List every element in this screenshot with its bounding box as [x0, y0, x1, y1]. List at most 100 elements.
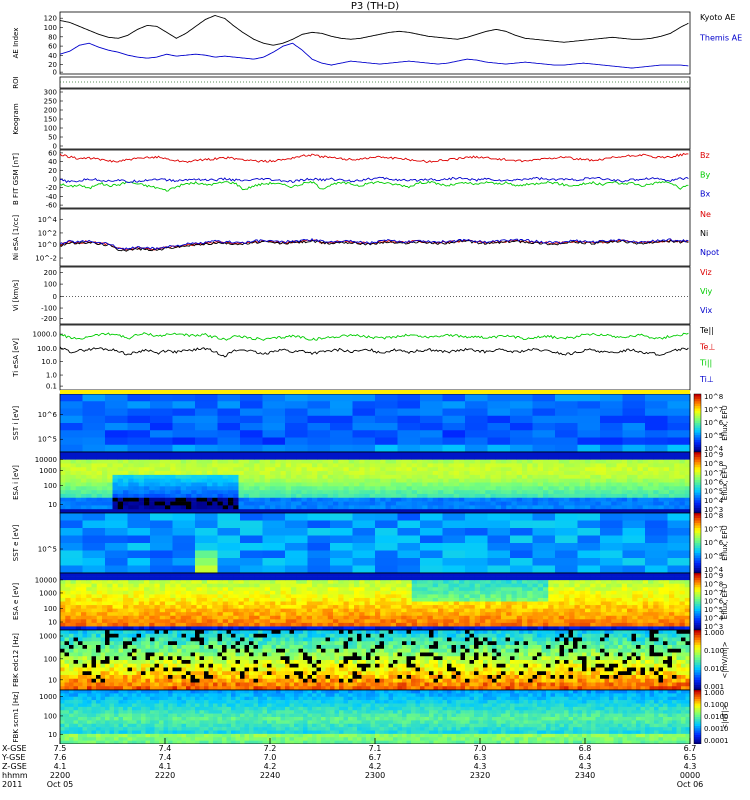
spectrogram-cell — [396, 583, 402, 588]
spectrogram-cell — [348, 583, 355, 588]
spectrogram-cell — [149, 622, 155, 627]
spectrogram-cell — [141, 637, 146, 642]
spectrogram-cell — [569, 486, 575, 491]
spectrogram-cell — [352, 430, 376, 438]
spectrogram-cell — [186, 493, 192, 499]
spectrogram-cell — [86, 626, 92, 631]
spectrogram-cell — [270, 471, 276, 476]
spectrogram-cell — [222, 619, 229, 624]
spectrogram-cell — [390, 490, 397, 495]
y-axis-label: Ni eSA [1/cc] — [12, 215, 20, 261]
spectrogram-cell — [595, 587, 602, 592]
spectrogram-cell — [285, 535, 308, 544]
spectrogram-cell — [537, 573, 544, 577]
spectrogram-cell — [674, 615, 680, 620]
spectrogram-cell — [558, 605, 565, 609]
spectrogram-cell — [343, 608, 350, 613]
spectrogram-cell — [86, 474, 92, 479]
spectrogram-cell — [105, 663, 110, 668]
spectrogram-cell — [600, 558, 623, 566]
spectrogram-cell — [411, 501, 418, 506]
spectrogram-cell — [422, 580, 428, 584]
spectrogram-cell — [228, 587, 234, 592]
spectrogram-cell — [553, 455, 560, 460]
spectrogram-cell — [82, 648, 88, 653]
spectrogram-cell — [516, 612, 523, 617]
legend-entry: By — [700, 170, 710, 179]
spectrogram-cell — [543, 505, 549, 510]
colorbar-label: Eflux, EFU — [721, 405, 729, 440]
spectrogram-cell — [490, 505, 497, 510]
spectrogram-cell — [401, 580, 407, 584]
spectrogram-cell — [375, 509, 381, 514]
spectrogram-cell — [401, 474, 407, 479]
spectrogram-cell — [364, 612, 371, 617]
spectrogram-cell — [621, 594, 628, 599]
spectrogram-cell — [553, 463, 560, 468]
spectrogram-cell — [165, 594, 171, 599]
spectrogram-cell — [606, 474, 612, 479]
spectrogram-cell — [569, 626, 575, 631]
spectrogram-cell — [422, 490, 428, 495]
spectrogram-cell — [396, 490, 402, 495]
spectrogram-cell — [527, 452, 533, 457]
spectrogram-cell — [196, 619, 203, 624]
spectrogram-cell — [191, 597, 197, 602]
spectrogram-cell — [548, 622, 554, 627]
spectrogram-cell — [585, 471, 591, 476]
spectrogram-cell — [222, 452, 229, 457]
spectrogram-cell — [128, 612, 134, 617]
spectrogram-cell — [262, 408, 286, 417]
spectrogram-cell — [144, 463, 150, 468]
spectrogram-cell — [280, 455, 287, 460]
spectrogram-cell — [553, 622, 560, 627]
spectrogram-cell — [600, 605, 607, 609]
spectrogram-cell — [485, 626, 491, 631]
spectrogram-cell — [585, 482, 591, 487]
spectrogram-cell — [60, 615, 66, 620]
spectrogram-cell — [212, 452, 218, 457]
spectrogram-cell — [296, 467, 302, 472]
spectrogram-cell — [480, 622, 486, 627]
spectrogram-cell — [420, 520, 443, 529]
spectrogram-cell — [380, 505, 386, 510]
spectrogram-cell — [60, 580, 66, 584]
spectrogram-cell — [616, 590, 623, 595]
spectrogram-cell — [516, 486, 523, 491]
spectrogram-cell — [506, 601, 512, 606]
spectrogram-cell — [149, 467, 155, 472]
spectrogram-cell — [280, 594, 287, 599]
spectrogram-cell — [150, 415, 173, 424]
spectrogram-cell — [548, 615, 554, 620]
spectrogram-cell — [375, 505, 381, 510]
spectrogram-cell — [159, 587, 166, 592]
spectrogram-cell — [495, 452, 502, 457]
spectrogram-cell — [86, 615, 92, 620]
spectrogram-cell — [322, 501, 329, 506]
panel-frame — [59, 76, 691, 89]
spectrogram-cell — [459, 452, 465, 457]
spectrogram-cell — [243, 590, 250, 595]
spectrogram-cell — [285, 467, 292, 472]
spectrogram-cell — [228, 471, 234, 476]
spectrogram-cell — [442, 423, 466, 431]
spectrogram-cell — [480, 482, 486, 487]
spectrogram-cell — [150, 667, 155, 672]
spectrogram-cell — [70, 486, 77, 491]
spectrogram-cell — [243, 482, 250, 487]
spectrogram-cell — [138, 590, 145, 595]
spectrogram-cell — [645, 430, 668, 438]
spectrogram-cell — [579, 452, 586, 457]
spectrogram-cell — [186, 505, 192, 510]
spectrogram-cell — [118, 667, 124, 672]
spectrogram-cell — [136, 678, 142, 683]
spectrogram-cell — [548, 605, 554, 609]
spectrogram-cell — [553, 597, 560, 602]
spectrogram-cell — [501, 626, 507, 631]
spectrogram-cell — [679, 583, 686, 588]
spectrogram-cell — [291, 605, 297, 609]
spectrogram-cell — [369, 471, 376, 476]
spectrogram-cell — [577, 513, 601, 521]
spectrogram-cell — [354, 587, 360, 592]
spectrogram-cell — [506, 471, 512, 476]
